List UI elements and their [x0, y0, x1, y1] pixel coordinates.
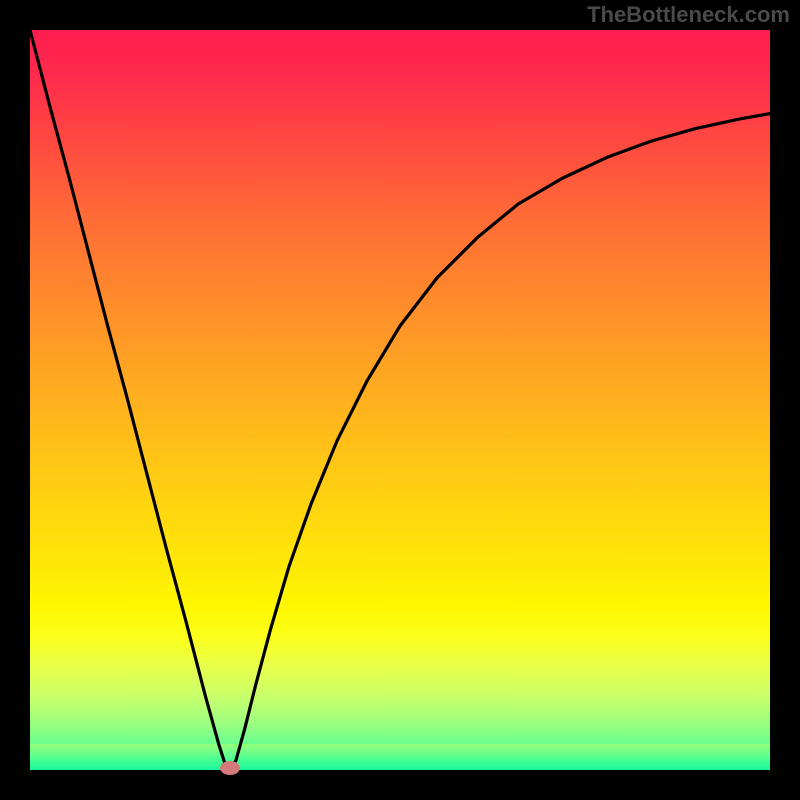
figure-container: TheBottleneck.com — [0, 0, 800, 800]
watermark-text: TheBottleneck.com — [587, 2, 790, 28]
bottleneck-curve — [30, 30, 770, 768]
plot-area — [30, 30, 770, 770]
curve-overlay — [30, 30, 770, 770]
minimum-marker — [220, 761, 240, 775]
